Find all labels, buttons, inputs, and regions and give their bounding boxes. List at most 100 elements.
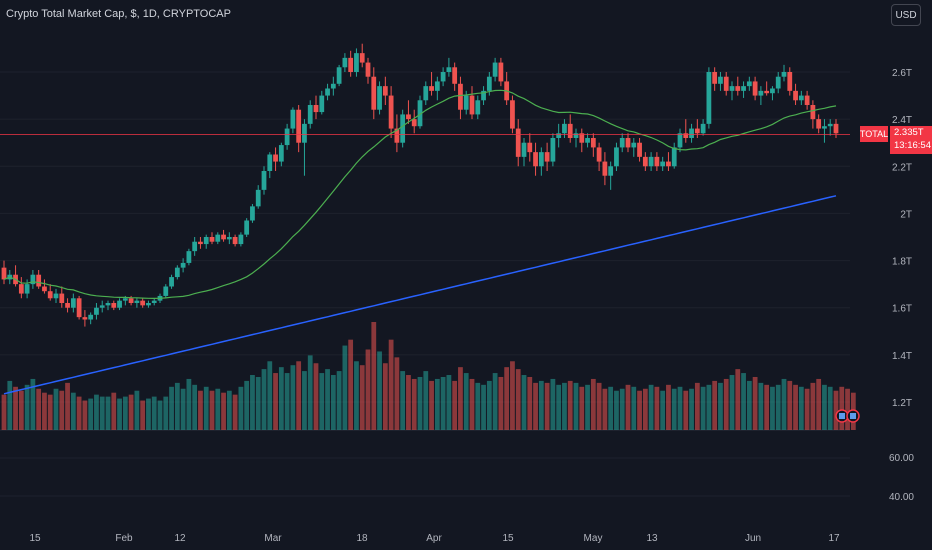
- candle-body: [94, 307, 99, 315]
- volume-bar: [255, 376, 261, 430]
- volume-bar: [377, 351, 382, 430]
- candle-body: [694, 128, 700, 134]
- candle-body: [764, 90, 770, 94]
- candle-body: [498, 62, 504, 82]
- y-axis-labels: 2.6T 2.4T 2.2T 2T 1.8T 1.6T 1.4T 1.2T: [892, 68, 912, 409]
- candle-body: [689, 128, 694, 138]
- volume-bar: [521, 375, 527, 430]
- volume-bar: [238, 386, 244, 430]
- chart-scroll-icons[interactable]: [835, 409, 860, 423]
- volume-bar: [198, 390, 203, 430]
- candle-body: [544, 152, 550, 162]
- volume-bar: [59, 390, 65, 430]
- volume-bar: [533, 382, 538, 430]
- grid: [0, 71, 850, 497]
- candle-body: [313, 105, 319, 113]
- volume-bar: [689, 388, 694, 430]
- candle-body: [562, 123, 567, 134]
- volume-bar: [446, 375, 452, 430]
- candle-body: [400, 114, 406, 143]
- volume-bar: [117, 398, 122, 430]
- volume-bar: [579, 386, 585, 430]
- candle-body: [700, 123, 706, 134]
- volume-bar: [677, 386, 683, 430]
- volume-bar: [273, 373, 278, 430]
- volume-bar: [122, 396, 128, 430]
- candle-body: [486, 76, 492, 91]
- candle-body: [775, 76, 781, 89]
- y-axis-tick-label: 2T: [900, 209, 912, 220]
- volume-bar: [764, 384, 770, 430]
- candle-body: [619, 138, 625, 148]
- candle-body: [24, 284, 30, 294]
- volume-bar: [434, 378, 440, 430]
- volume-bar: [232, 394, 238, 430]
- currency-button[interactable]: USD: [891, 4, 921, 26]
- volume-bar: [648, 384, 654, 430]
- candle-body: [244, 220, 250, 235]
- volume-bar: [585, 384, 590, 430]
- volume-bar: [608, 386, 614, 430]
- volume-bar: [151, 396, 157, 430]
- volume-bar: [406, 375, 411, 430]
- volume-bar: [267, 361, 273, 430]
- volume-bar: [637, 390, 642, 430]
- candle-body: [198, 241, 203, 245]
- volume-bar: [504, 367, 510, 430]
- candle-body: [770, 88, 775, 94]
- volume-bar: [839, 386, 845, 430]
- volume-bar: [53, 388, 59, 430]
- candle-body: [117, 300, 122, 308]
- volume-bar: [498, 376, 504, 430]
- volume-bar: [99, 396, 105, 430]
- x-axis-tick-label: Mar: [264, 533, 282, 544]
- event-marker-flag-icon: [850, 413, 856, 419]
- chart-title: Crypto Total Market Cap, $, 1D, CRYPTOCA…: [6, 8, 231, 20]
- candle-body: [65, 303, 70, 308]
- y-axis-tick-label: 1.6T: [892, 304, 912, 315]
- candle-body: [342, 57, 348, 68]
- candle-body: [250, 206, 255, 221]
- volume-bar: [47, 394, 53, 430]
- y-axis-tick-label: 1.2T: [892, 398, 912, 409]
- volume-bar: [654, 386, 660, 430]
- volume-bar: [163, 396, 169, 430]
- candle-body: [30, 274, 36, 285]
- volume-bar: [70, 392, 76, 430]
- candle-body: [278, 145, 284, 162]
- volume-bar: [348, 339, 354, 430]
- candle-body: [238, 234, 244, 245]
- candle-body: [417, 100, 423, 127]
- volume-bar: [313, 363, 319, 430]
- candle-body: [411, 119, 417, 127]
- candle-body: [446, 67, 452, 72]
- candle-body: [330, 83, 336, 89]
- volume-bar: [226, 390, 232, 430]
- candle-body: [683, 133, 689, 138]
- volume-bar: [475, 382, 481, 430]
- volume-bar: [13, 386, 18, 430]
- candle-body: [134, 300, 140, 303]
- volume-bar: [250, 375, 255, 430]
- volume-bar: [417, 376, 423, 430]
- volume-bar: [302, 371, 307, 430]
- volume-bar: [278, 367, 284, 430]
- volume-bar: [186, 378, 192, 430]
- volume-bar: [706, 384, 712, 430]
- candle-body: [284, 128, 290, 146]
- candle-body: [296, 109, 302, 143]
- candle-body: [469, 95, 475, 115]
- candle-body: [475, 100, 481, 115]
- volume-bar: [24, 384, 30, 430]
- y-axis-tick-label: 2.4T: [892, 115, 912, 126]
- candle-body: [608, 166, 614, 176]
- volume-bar: [440, 376, 446, 430]
- candle-body: [1, 267, 7, 280]
- candle-body: [567, 123, 573, 138]
- volume-bar: [7, 380, 13, 430]
- x-axis-tick-label: Jun: [745, 533, 761, 544]
- candle-body: [394, 128, 400, 143]
- candle-body: [319, 95, 325, 113]
- candle-body: [192, 241, 198, 252]
